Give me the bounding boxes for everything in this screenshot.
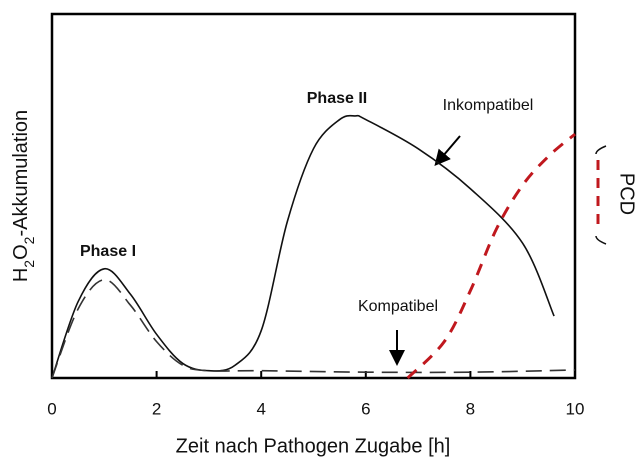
annotation: Inkompatibel: [443, 97, 534, 114]
annotation: Kompatibel: [358, 298, 438, 315]
y-axis-label: H2O2-Akkumulation: [10, 110, 36, 282]
bracket: [595, 235, 607, 245]
annotation: Phase I: [80, 243, 136, 260]
x-tick-label: 4: [256, 399, 265, 418]
x-tick-label: 6: [361, 399, 370, 418]
bracket: [595, 145, 607, 155]
x-tick-label: 2: [152, 399, 161, 418]
legend-label: PCD: [616, 173, 638, 215]
arrow: [434, 135, 461, 167]
series-line: [51, 114, 555, 379]
x-tick-label: 0: [47, 399, 56, 418]
plot-frame: [50, 12, 577, 380]
x-axis-label: Zeit nach Pathogen Zugabe [h]: [176, 435, 451, 457]
annotation: Phase II: [307, 90, 367, 107]
series-line: [406, 132, 576, 380]
x-tick-label: 8: [466, 399, 475, 418]
x-tick-label: 10: [566, 399, 585, 418]
series-line: [51, 278, 576, 379]
